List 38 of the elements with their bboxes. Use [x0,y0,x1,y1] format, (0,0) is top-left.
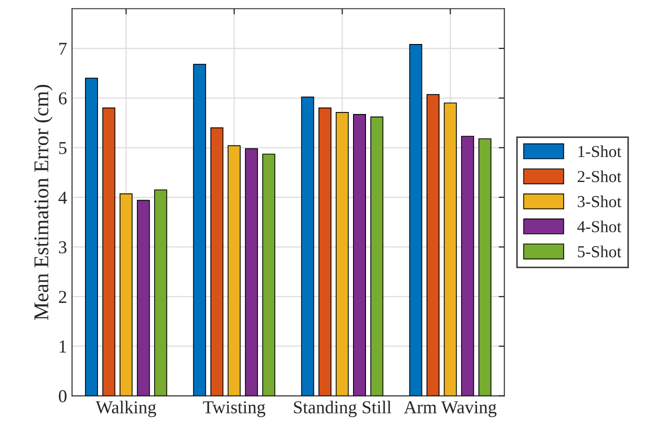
y-axis-title: Mean Estimation Error (cm) [34,84,53,320]
x-tick-label: Standing Still [294,400,392,418]
bar [244,148,258,396]
bar [120,193,133,396]
bar [136,200,150,396]
bar [461,136,474,396]
bar [426,94,440,396]
x-tick-label: Arm Waving [404,401,496,418]
legend-label: 5-Shot [578,246,622,258]
bar [301,96,314,396]
y-tick-label: 5 [59,142,66,154]
legend-label: 1-Shot [578,145,622,158]
y-tick-label: 2 [58,290,66,303]
x-tick-label: Twisting [203,401,266,418]
bar [370,116,384,396]
bar [85,78,98,396]
y-tick-label: 6 [58,92,67,104]
bar [228,145,241,396]
y-tick-label: 0 [58,390,66,402]
bar [102,108,116,396]
bar [318,108,332,396]
bar [353,114,366,396]
bar [336,112,349,396]
y-tick-label: 3 [59,241,66,254]
y-tick-label: 1 [60,340,66,352]
y-tick-label: 4 [58,192,67,204]
x-tick-label: Walking [96,400,156,418]
legend-label: 3-Shot [578,196,622,208]
bar [478,138,492,396]
bar [154,189,168,396]
legend-label: 4-Shot [577,220,622,232]
bar [444,102,457,396]
bar [262,154,276,396]
bar [210,127,224,396]
bar [409,44,422,396]
y-tick-label: 7 [59,42,67,55]
bar [193,64,206,396]
legend-label: 2-Shot [578,170,622,182]
